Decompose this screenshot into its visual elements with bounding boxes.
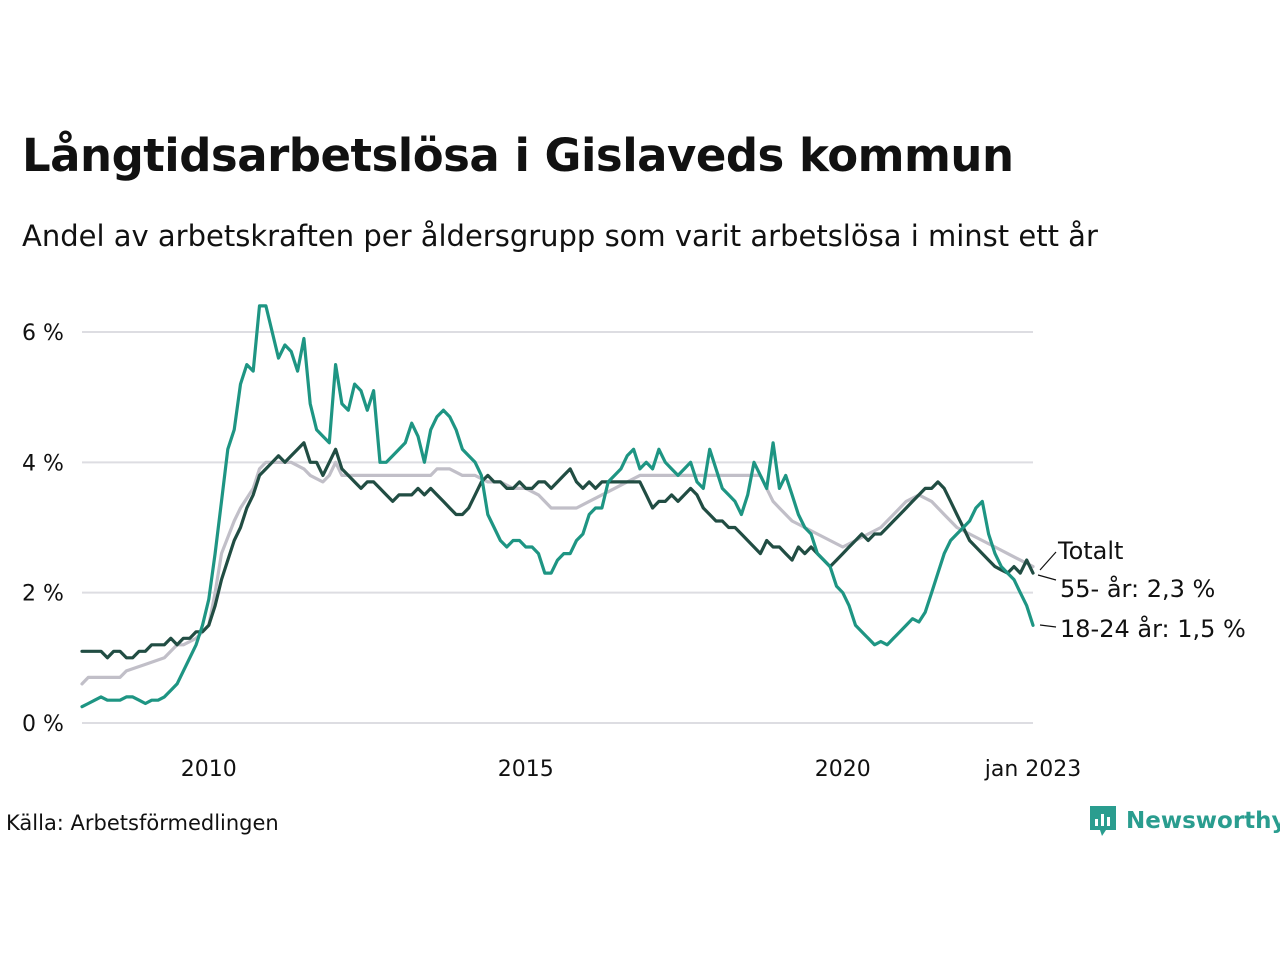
- y-tick-label: 2 %: [22, 582, 64, 607]
- y-tick-label: 4 %: [22, 451, 64, 476]
- chart-title: Långtidsarbetslösa i Gislaveds kommun: [22, 129, 1014, 182]
- leader-line-totalt: [1039, 551, 1057, 571]
- brand-logo[interactable]: Newsworthy: [1088, 804, 1280, 838]
- series-line-55plus: [80, 441, 1035, 660]
- x-tick-label: jan 2023: [984, 757, 1082, 782]
- y-axis-ticks: 0 % 2 % 4 % 6 %: [22, 321, 64, 737]
- source-note: Källa: Arbetsförmedlingen: [6, 811, 279, 835]
- end-label-totalt: Totalt: [1057, 537, 1123, 565]
- chart-subtitle: Andel av arbetskraften per åldersgrupp s…: [22, 219, 1098, 253]
- newsworthy-logo-icon: [1090, 806, 1116, 836]
- end-labels: Totalt 55- år: 2,3 % 18-24 år: 1,5 %: [1037, 537, 1246, 643]
- end-label-18-24: 18-24 år: 1,5 %: [1060, 614, 1246, 643]
- series-lines: [80, 304, 1035, 709]
- x-tick-label: 2020: [815, 757, 871, 782]
- series-line-18_24: [80, 304, 1035, 709]
- y-tick-label: 0 %: [22, 712, 64, 737]
- leader-line-18-24: [1039, 624, 1057, 628]
- x-tick-label: 2010: [181, 757, 237, 782]
- x-tick-label: 2015: [498, 757, 554, 782]
- x-axis-ticks: 2010 2015 2020 jan 2023: [181, 757, 1081, 782]
- y-tick-label: 6 %: [22, 321, 64, 346]
- brand-name: Newsworthy: [1126, 808, 1280, 834]
- leader-line-55-plus: [1037, 574, 1057, 581]
- gridlines: [82, 331, 1033, 724]
- end-label-55-plus: 55- år: 2,3 %: [1060, 574, 1215, 603]
